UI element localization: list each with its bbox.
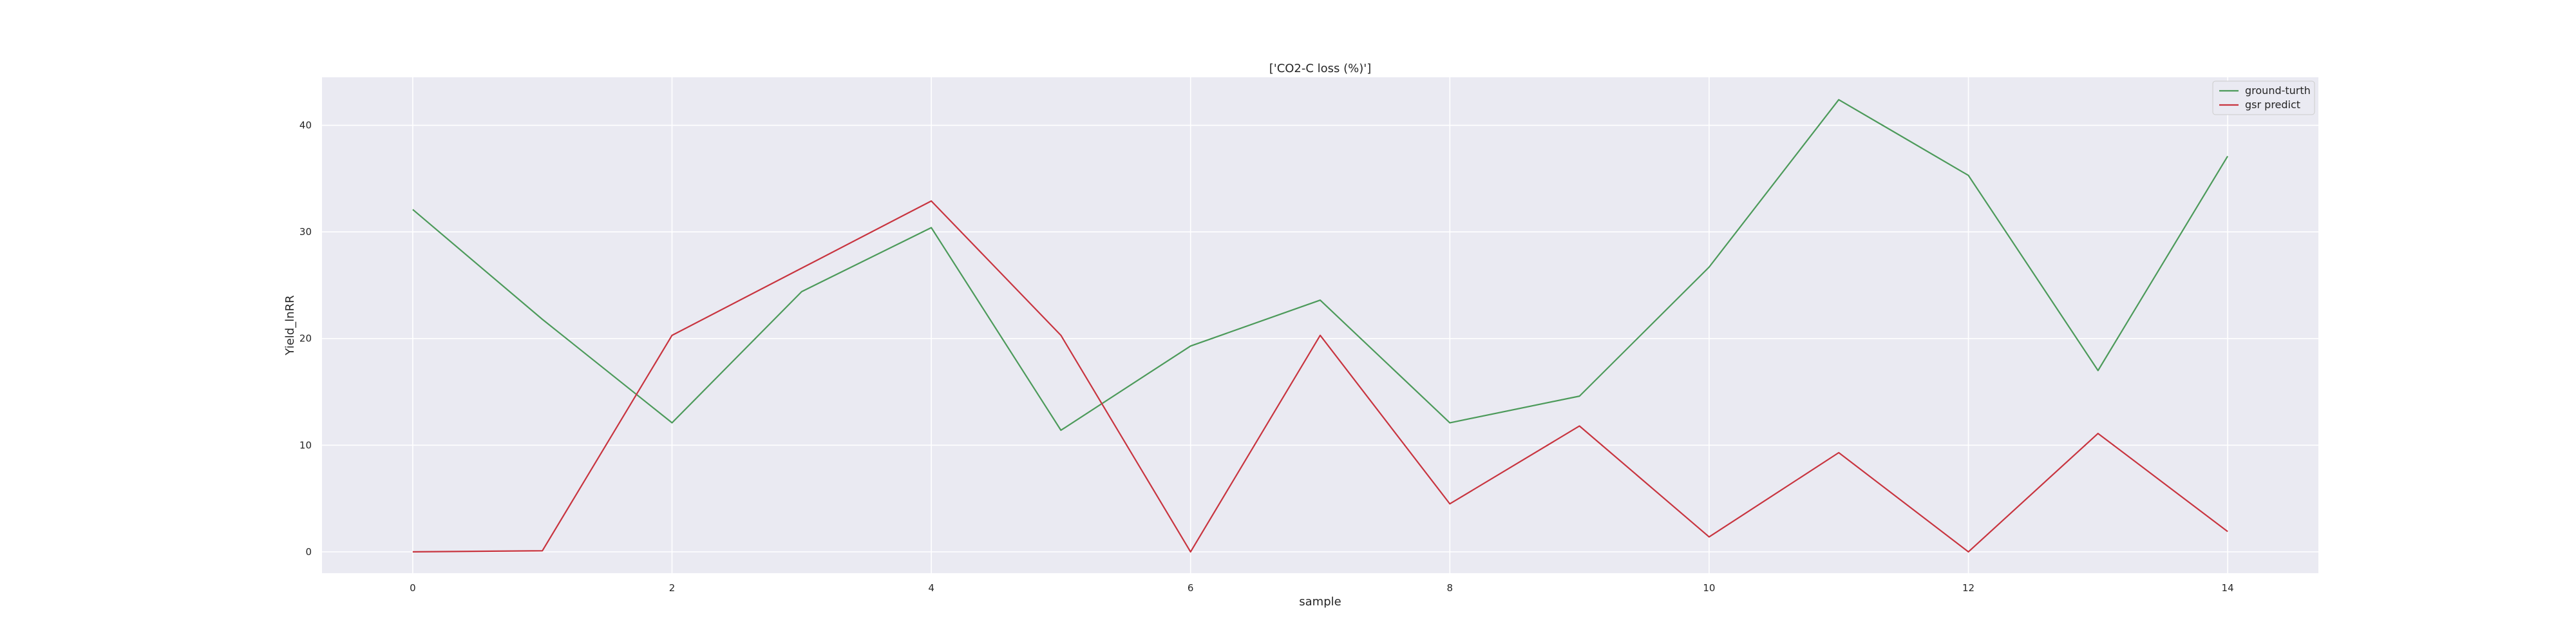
legend-label: ground-turth — [2245, 84, 2311, 97]
x-tick-label: 12 — [1962, 582, 1975, 594]
series-line-0 — [412, 99, 2229, 431]
x-tick-label: 2 — [669, 582, 676, 594]
x-tick-label: 10 — [1703, 582, 1715, 594]
chart-title: ['CO2-C loss (%)'] — [1269, 62, 1372, 75]
grid — [322, 77, 2318, 573]
x-tick-label: 8 — [1447, 582, 1454, 594]
legend: ground-turth gsr predict — [2212, 80, 2315, 115]
y-axis-label: Yield_lnRR — [283, 295, 297, 355]
x-axis-label: sample — [1299, 595, 1341, 609]
y-tick-label: 10 — [299, 439, 312, 451]
legend-label: gsr predict — [2245, 99, 2300, 111]
y-tick-label: 40 — [299, 120, 312, 131]
x-axis-ticks: 0 2 4 6 8 10 12 14 — [410, 582, 2234, 594]
x-tick-label: 14 — [2222, 582, 2234, 594]
y-tick-label: 30 — [299, 226, 312, 238]
series-line-1 — [412, 200, 2228, 553]
legend-box — [2212, 80, 2315, 115]
x-tick-label: 0 — [410, 582, 416, 594]
x-tick-label: 6 — [1188, 582, 1194, 594]
x-tick-label: 4 — [928, 582, 934, 594]
y-axis-ticks: 0 10 20 30 40 — [299, 120, 312, 558]
y-tick-label: 0 — [305, 546, 312, 558]
plot-background — [322, 77, 2318, 573]
y-tick-label: 20 — [299, 333, 312, 345]
series-layer — [412, 99, 2229, 553]
